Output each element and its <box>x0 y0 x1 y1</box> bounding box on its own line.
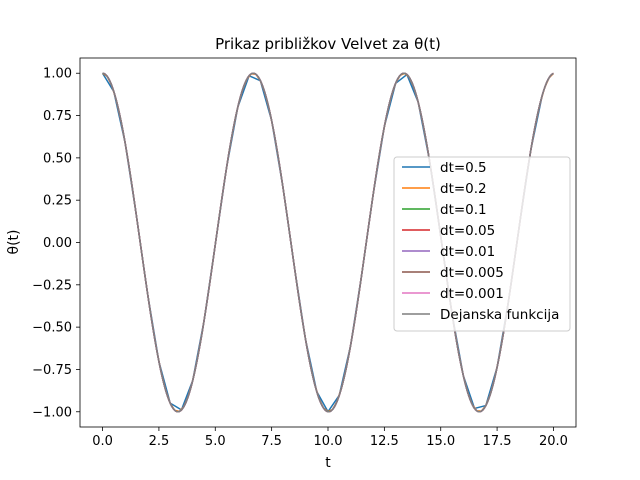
y-tick-label: −0.25 <box>32 278 72 293</box>
x-axis-title: t <box>325 455 331 471</box>
y-tick-label: 1.00 <box>43 67 72 82</box>
y-tick-label: −0.75 <box>32 363 72 378</box>
y-axis-title: θ(t) <box>6 230 22 255</box>
legend: dt=0.5 dt=0.2 dt=0.1 dt=0.05 dt=0.01 dt=0.005… <box>393 156 571 332</box>
legend-label: dt=0.2 <box>440 181 487 197</box>
x-tick-label: 2.5 <box>149 434 170 449</box>
legend-label: Dejanska funkcija <box>440 307 559 323</box>
legend-label: dt=0.5 <box>440 160 487 176</box>
y-tick-label: −0.50 <box>32 321 72 336</box>
legend-label: dt=0.01 <box>440 244 495 260</box>
y-tick-label: 0.75 <box>43 109 72 124</box>
x-tick-label: 5.0 <box>205 434 226 449</box>
legend-box <box>393 156 571 332</box>
series-line <box>102 72 554 413</box>
y-tick-label: 0.25 <box>43 194 72 209</box>
x-tick-label: 20.0 <box>539 434 568 449</box>
series-layer <box>101 72 554 413</box>
legend-label: dt=0.1 <box>440 202 487 218</box>
series-line <box>101 72 543 413</box>
chart-title: Prikaz približkov Velvet za θ(t) <box>215 35 441 53</box>
x-axis: 0.0 2.5 5.0 7.5 10.0 12.5 15.0 17.5 20.0 <box>92 427 568 449</box>
legend-label: dt=0.005 <box>440 265 504 281</box>
y-tick-label: −1.00 <box>32 405 72 420</box>
y-tick-label: 0.50 <box>43 151 72 166</box>
x-tick-label: 10.0 <box>314 434 343 449</box>
x-tick-label: 17.5 <box>483 434 512 449</box>
legend-label: dt=0.001 <box>440 286 504 302</box>
y-tick-label: 0.00 <box>43 236 72 251</box>
x-tick-label: 0.0 <box>92 434 113 449</box>
legend-label: dt=0.05 <box>440 223 495 239</box>
x-tick-label: 15.0 <box>426 434 455 449</box>
x-tick-label: 12.5 <box>370 434 399 449</box>
x-tick-label: 7.5 <box>261 434 282 449</box>
y-axis: −1.00 −0.75 −0.50 −0.25 0.00 0.25 0.50 0.75 1.00 <box>32 67 80 420</box>
